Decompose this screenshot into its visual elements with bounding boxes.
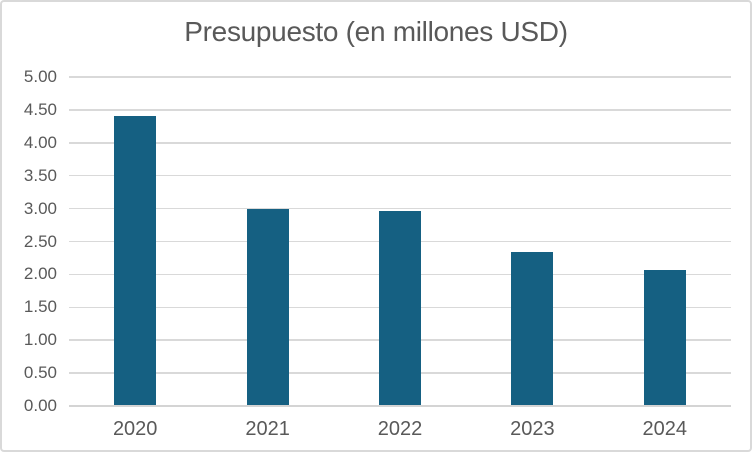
y-tick-label-1.00: 1.00	[23, 330, 57, 350]
y-tick-label-1.50: 1.50	[23, 297, 57, 317]
y-tick-label-2.00: 2.00	[23, 264, 57, 284]
bar-2024	[643, 269, 686, 406]
x-axis-label-2023: 2023	[510, 418, 555, 440]
y-tick-label-2.50: 2.50	[23, 231, 57, 251]
gridline-3.50	[69, 174, 731, 177]
y-tick-label-3.50: 3.50	[23, 165, 57, 185]
gridline-4.00	[69, 142, 731, 144]
x-axis-label-2024: 2024	[642, 418, 688, 440]
x-axis-label-2022: 2022	[377, 418, 423, 440]
chart-title: Presupuesto (en millones USD)	[184, 16, 568, 47]
gridline-3.00	[69, 207, 731, 210]
y-tick-label-3.00: 3.00	[23, 198, 57, 218]
gridline-4.50	[69, 109, 731, 111]
x-axis-label-2020: 2020	[112, 418, 158, 440]
y-tick-label-4.50: 4.50	[23, 99, 57, 119]
x-axis-label-2021: 2021	[245, 418, 290, 440]
bar-2023	[511, 252, 554, 406]
y-tick-label-0.50: 0.50	[23, 363, 57, 383]
y-tick-label-5.00: 5.00	[23, 67, 57, 86]
y-tick-label-4.00: 4.00	[23, 132, 57, 152]
bar-2020	[114, 116, 157, 406]
y-tick-label-0.00: 0.00	[23, 396, 57, 415]
bar-2021	[246, 208, 289, 406]
gridline-5.00	[69, 76, 731, 78]
bar-2022	[379, 210, 421, 406]
x-axis-line	[69, 405, 731, 407]
